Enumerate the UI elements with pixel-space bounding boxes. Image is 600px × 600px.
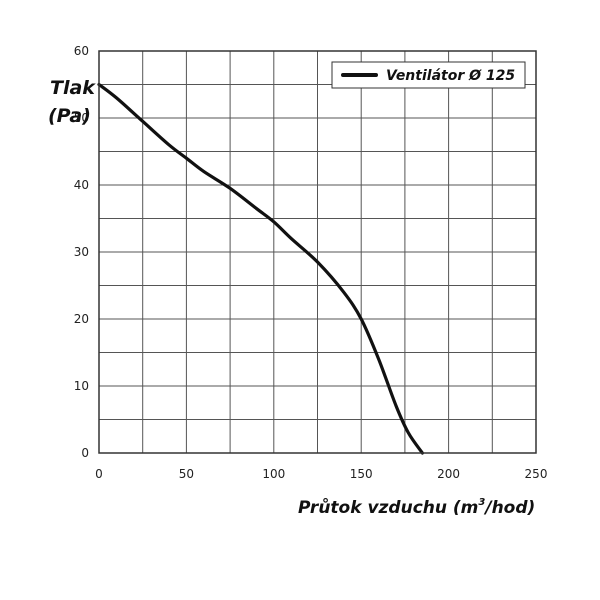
x-tick-label: 150 (350, 467, 373, 481)
x-tick-label: 200 (437, 467, 460, 481)
y-tick-label: 30 (74, 245, 89, 259)
x-axis-title-tail: /hod) (483, 498, 535, 518)
x-tick-label: 100 (262, 467, 285, 481)
legend-label: Ventilátor Ø 125 (386, 68, 515, 84)
y-tick-label: 20 (74, 312, 89, 326)
y-tick-label: 40 (74, 178, 89, 192)
y-tick-label: 0 (81, 446, 89, 460)
x-tick-label: 50 (179, 467, 194, 481)
series (97, 82, 424, 455)
legend: Ventilátor Ø 125 (331, 61, 526, 89)
x-axis-title-main: Průtok vzduchu (m (298, 497, 478, 518)
x-axis-title: Průtok vzduchu (m3/hod) (298, 497, 535, 518)
x-tick-label: 0 (95, 467, 103, 481)
y-axis-title-line2: (Pa) (48, 105, 91, 127)
y-tick-label: 60 (74, 44, 89, 58)
series-line (97, 82, 424, 455)
y-tick-label: 10 (74, 379, 89, 393)
x-tick-label: 250 (525, 467, 548, 481)
y-tick-label: 50 (74, 111, 89, 125)
tick-labels: 0 50 100 150 200 250 0 10 20 30 40 50 60 (74, 44, 548, 481)
grid (99, 51, 536, 453)
x-axis-title-sup: 3 (478, 497, 485, 508)
y-axis-title-line1: Tlak (50, 77, 96, 99)
plot-frame (98, 50, 537, 454)
